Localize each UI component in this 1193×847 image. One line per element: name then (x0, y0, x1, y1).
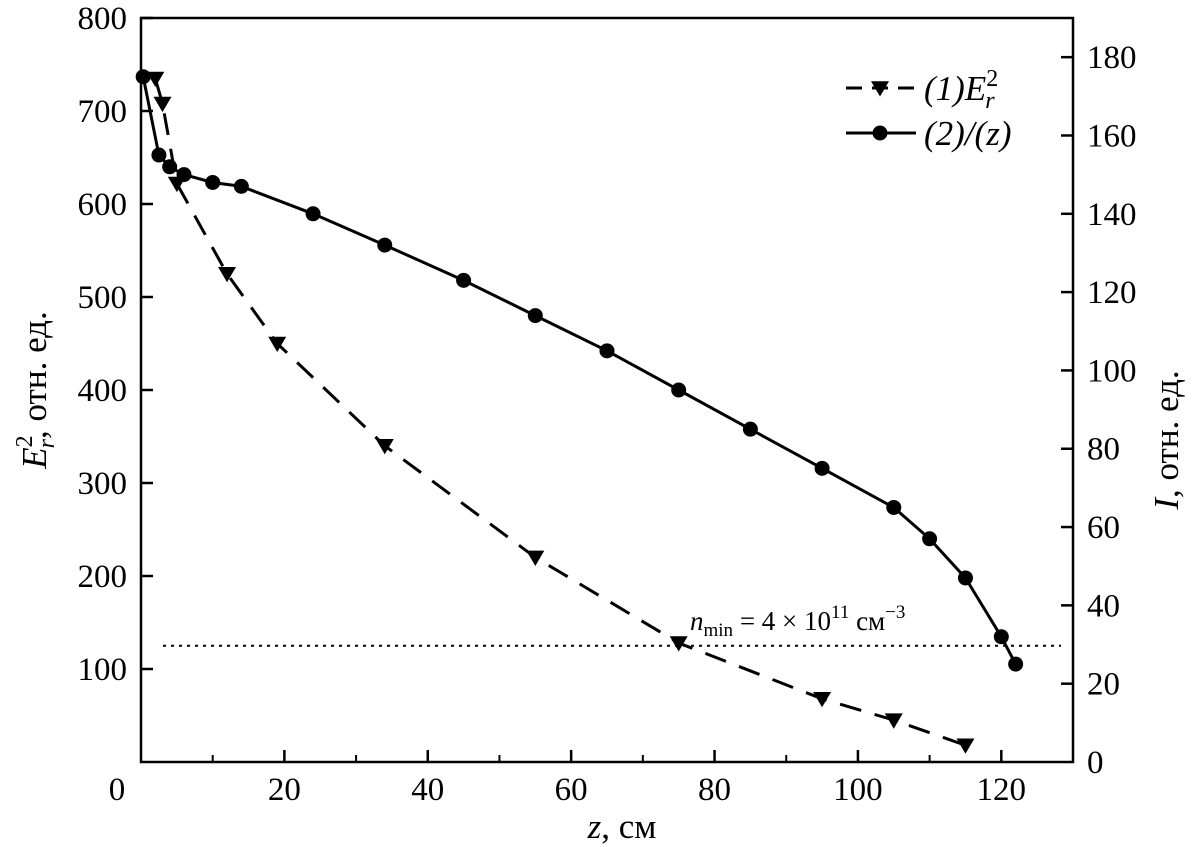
y-axis-left-title-unit: , отн. ед. (15, 311, 54, 439)
series-2-point (993, 629, 1009, 645)
series-1-point (146, 71, 165, 87)
legend-1-sup: 2 (986, 66, 998, 92)
y-right-tick-label: 100 (1087, 353, 1137, 389)
threshold-label-sub: min (704, 620, 734, 641)
series-2-point (151, 147, 167, 163)
series-1 (146, 71, 975, 754)
legend-symbol-series-2 (846, 125, 916, 141)
y-axis-right-title: I, отн. ед. (1147, 370, 1186, 510)
legend-2-num: 2 (936, 114, 954, 153)
y-right-tick-label: 120 (1087, 275, 1137, 311)
y-left-tick-label: 100 (78, 652, 128, 688)
threshold-label: nmin = 4 × 1011 см−3 (690, 602, 905, 641)
x-tick-label: 60 (555, 772, 588, 808)
y-right-tick-label: 180 (1087, 40, 1137, 76)
series-layer (135, 69, 1024, 754)
legend: (1)E2 r (2)/(z) (846, 66, 1011, 153)
y-left-tick-label: 800 (78, 1, 128, 37)
legend-1-sub: r (985, 88, 995, 114)
threshold-label-exp: 11 (831, 602, 849, 623)
y-axis-right-title-var: I (1147, 496, 1186, 511)
series-2 (135, 69, 1024, 672)
series-1-point (813, 692, 832, 708)
series-2-point (456, 272, 472, 288)
y-axis-left-title-sub: r (34, 438, 60, 448)
y-axis-left-title: E2r, отн. ед. (12, 311, 60, 469)
y-left-tick-label: 300 (78, 466, 128, 502)
x-tick-label: 0 (109, 772, 126, 808)
series-2-point (742, 421, 758, 437)
x-tick-label: 120 (977, 772, 1027, 808)
legend-2-tail: ) (998, 114, 1012, 153)
series-2-point (176, 167, 192, 183)
series-1-point (526, 550, 545, 566)
series-2-point (922, 531, 938, 547)
x-axis: 0 20 40 60 80 100 120 (109, 750, 1026, 808)
series-1-point (268, 336, 287, 353)
x-axis-title-unit: , см (601, 807, 656, 846)
series-2-point (671, 382, 687, 398)
legend-1-var: E (964, 69, 986, 108)
y-right-tick-label: 0 (1087, 745, 1104, 781)
series-2-point (135, 69, 151, 85)
series-2-point (205, 174, 221, 190)
legend-1-suffix: ) (951, 69, 965, 108)
x-axis-title-var: z (587, 807, 602, 846)
legend-2-prefix: ( (924, 114, 938, 153)
legend-1-num: 1 (936, 69, 954, 108)
threshold-label-unit-exp: −3 (885, 602, 905, 623)
y-axis-left-title-sup: 2 (12, 435, 38, 447)
y-left-tick-label: 500 (78, 280, 128, 316)
y-axis-right-title-unit: , отн. ед. (1147, 370, 1186, 498)
legend-label-series-1: (1)E2 r (924, 66, 998, 114)
x-tick-label: 20 (268, 772, 301, 808)
legend-marker-series-2 (872, 125, 888, 141)
legend-label-series-2: (2)/(z) (924, 114, 1011, 153)
y-axis-left-title-var: E (15, 447, 54, 469)
series-2-point (957, 570, 973, 586)
y-axis-left: 100 200 300 400 500 600 700 800 (78, 1, 153, 688)
series-1-point (956, 738, 975, 754)
legend-symbol-series-1 (846, 81, 916, 97)
x-tick-label: 100 (833, 772, 883, 808)
series-2-point (162, 159, 178, 175)
x-axis-title: z, см (587, 807, 657, 846)
series-2-point (814, 460, 830, 476)
legend-2-suffix: )/( (951, 114, 988, 153)
legend-2-var: z (985, 114, 1000, 153)
y-right-tick-label: 80 (1087, 432, 1120, 468)
legend-marker-series-1 (871, 81, 889, 97)
series-1-point (375, 439, 394, 455)
y-right-tick-label: 160 (1087, 118, 1137, 154)
y-right-tick-label: 140 (1087, 197, 1137, 233)
series-2-point (377, 237, 393, 253)
series-2-point (599, 343, 615, 359)
y-right-tick-label: 60 (1087, 510, 1120, 546)
series-1-point (218, 267, 237, 283)
y-axis-right: 0 20 40 60 80 100 120 140 160 180 (1061, 40, 1137, 781)
series-1-point (669, 636, 688, 652)
series-2-point (233, 178, 249, 194)
series-2-point (1008, 656, 1024, 672)
y-left-tick-label: 400 (78, 373, 128, 409)
threshold-label-var: n (690, 606, 704, 636)
series-2-point (527, 308, 543, 324)
y-right-tick-label: 40 (1087, 588, 1120, 624)
series-2-point (305, 206, 321, 222)
legend-1-prefix: ( (924, 69, 938, 108)
threshold-label-eq: = 4 × 10 (733, 606, 831, 636)
series-1-point (884, 713, 903, 729)
y-left-tick-label: 700 (78, 94, 128, 130)
y-left-tick-label: 200 (78, 559, 128, 595)
series-2-point (886, 499, 902, 515)
x-tick-label: 80 (698, 772, 731, 808)
series-1-point (153, 96, 172, 113)
threshold-label-unit: см (849, 606, 885, 636)
x-tick-label: 40 (411, 772, 444, 808)
y-left-tick-label: 600 (78, 187, 128, 223)
series-2-line (141, 76, 1017, 665)
y-right-tick-label: 20 (1087, 667, 1120, 703)
